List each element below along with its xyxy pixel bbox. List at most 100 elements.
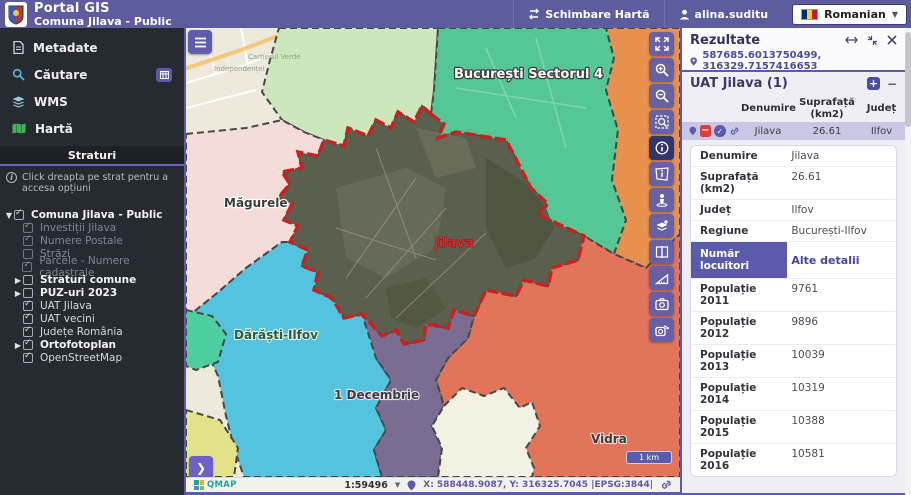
map-canvas[interactable]: Cartierul Verde Independenței București … (186, 28, 680, 480)
remove-feature-icon[interactable]: − (699, 125, 712, 137)
hint-text: Click dreapta pe strat pentru a accesa o… (22, 172, 169, 195)
select-feature-icon[interactable]: ✓ (714, 125, 726, 137)
user-icon (679, 9, 689, 19)
caret-right-icon[interactable]: ▶ (14, 340, 22, 350)
panel-scrollbar[interactable] (905, 28, 911, 495)
collapse-section-button[interactable]: − (886, 76, 897, 91)
sidebar: Metadate Căutare WMS Hartă Straturi i Cl… (0, 28, 186, 495)
measure-button[interactable] (649, 266, 674, 290)
cell-judet: Ilfov (870, 125, 893, 137)
sidebar-item-wms[interactable]: WMS (0, 88, 184, 115)
sidebar-item-cautare[interactable]: Căutare (0, 61, 184, 88)
change-map-button[interactable]: Schimbare Hartă (513, 0, 663, 28)
cell-denumire: Jilava (754, 125, 782, 137)
tree-item-judete-romania[interactable]: Județe România (0, 325, 184, 339)
share-link-icon[interactable] (660, 479, 672, 491)
alte-detalii-link[interactable]: Alte detalii (791, 253, 860, 267)
cursor-coordinates: X: 588448.9087, Y: 316325.7045 |EPSG:384… (423, 480, 653, 490)
column-header: Suprafață (km2) (799, 97, 855, 120)
checkbox[interactable] (22, 260, 33, 273)
tree-item-label: Ortofotoplan (40, 339, 117, 352)
feature-details-card: Denumire Jilava Suprafață (km2) 26.61 Jude… (690, 145, 897, 477)
swipe-button[interactable] (649, 240, 674, 264)
checkbox[interactable] (23, 351, 33, 364)
collapse-panel-icon[interactable] (867, 35, 878, 46)
page-subtitle: Comuna Jilava - Public (34, 15, 172, 28)
results-header: Rezultate (682, 28, 905, 52)
tree-item-openstreetmap[interactable]: OpenStreetMap (0, 351, 184, 365)
tree-item-strazi[interactable]: Străzi (0, 248, 184, 261)
tree-item-label: Parcele - Numere cadastrale (39, 255, 130, 280)
tree-item-parcele[interactable]: Parcele - Numere cadastrale (0, 255, 184, 279)
romania-flag-icon (801, 8, 819, 20)
checkbox[interactable] (23, 312, 33, 325)
checkbox[interactable] (23, 234, 33, 247)
detail-value: București-Ilfov (791, 225, 867, 237)
population-label: Populație 2012 (700, 316, 757, 340)
scrollbar-thumb[interactable] (905, 32, 911, 127)
search-builder-icon[interactable] (156, 67, 172, 82)
tree-item-uat-vecini[interactable]: UAT vecini (0, 312, 184, 326)
zoom-in-button[interactable] (649, 58, 674, 82)
feature-info-button[interactable] (649, 162, 674, 186)
checkbox[interactable] (23, 221, 33, 234)
fullscreen-button[interactable] (649, 32, 674, 56)
table-row[interactable]: − ✓ Jilava 26.61 Ilfov (682, 122, 905, 140)
tree-item-label: Straturi comune (40, 274, 137, 287)
checkbox[interactable] (23, 299, 33, 312)
jilava-boundary (275, 103, 587, 346)
numar-locuitori-button[interactable]: Număr locuitori (691, 242, 788, 278)
export-image-button[interactable] (649, 318, 674, 342)
street-view-button[interactable] (649, 188, 674, 212)
scale-dropdown-caret[interactable]: ▼ (394, 481, 401, 489)
tree-item-label: OpenStreetMap (40, 352, 123, 365)
sidebar-item-metadate[interactable]: Metadate (0, 34, 184, 61)
map-label-darasti: Dărăști-Ilfov (234, 328, 318, 342)
population-label: Populație 2011 (700, 283, 757, 307)
tree-item-numere-postale[interactable]: Numere Postale (0, 234, 184, 248)
sidebar-item-harta[interactable]: Hartă (0, 115, 184, 142)
tree-item-puz-2023[interactable]: ▶ PUZ-uri 2023 (0, 287, 184, 300)
map-menu-button[interactable] (188, 30, 212, 54)
population-value: 9896 (791, 316, 819, 328)
sidebar-item-label: Metadate (33, 40, 98, 55)
caret-down-icon[interactable]: ▼ (5, 210, 13, 220)
tree-item-ortofotoplan[interactable]: ▶ Ortofotoplan (0, 338, 184, 352)
add-layer-button[interactable] (649, 214, 674, 238)
checkbox[interactable] (23, 249, 33, 260)
qmap-logo[interactable]: QMAP (194, 480, 237, 490)
section-title: UAT Jilava (1) (690, 76, 788, 91)
checkbox[interactable] (23, 325, 33, 338)
checkbox[interactable] (23, 338, 33, 351)
identify-button[interactable] (649, 136, 674, 160)
layers-hint: i Click dreapta pe strat pentru a accesa… (0, 166, 184, 199)
language-selector[interactable]: Romanian ▼ (792, 3, 907, 25)
feature-link-icon[interactable] (729, 126, 739, 137)
tree-item-investitii[interactable]: Investiții Jilava (0, 221, 184, 235)
zoom-to-feature-icon[interactable] (689, 126, 697, 136)
screenshot-button[interactable] (649, 292, 674, 316)
tree-item-label: PUZ-uri 2023 (40, 287, 118, 300)
zoom-extent-button[interactable] (649, 110, 674, 134)
hamburger-icon (194, 37, 206, 47)
scale-value[interactable]: 1:59496 (344, 479, 388, 491)
expand-panel-button[interactable]: ❯ (189, 456, 213, 480)
tree-item-uat-jilava[interactable]: UAT Jilava (0, 299, 184, 313)
caret-right-icon[interactable]: ▶ (14, 275, 22, 285)
tree-item-label: UAT Jilava (40, 300, 92, 313)
checkbox[interactable] (23, 288, 33, 299)
resize-panel-icon[interactable] (845, 35, 858, 45)
tree-item-straturi-comune[interactable]: ▶ Straturi comune (0, 274, 184, 287)
checkbox[interactable] (23, 275, 33, 286)
add-to-selection-button[interactable]: + (866, 77, 880, 90)
document-icon (13, 41, 24, 54)
detail-value: Ilfov (791, 204, 814, 216)
checkbox[interactable] (14, 208, 24, 221)
tree-item-comuna-jilava[interactable]: ▼ Comuna Jilava - Public (0, 208, 184, 222)
user-menu[interactable]: alina.suditu (663, 0, 783, 28)
zoom-out-button[interactable] (649, 84, 674, 108)
section-uat-jilava: UAT Jilava (1) + − Denumire Suprafață (k… (682, 72, 905, 477)
close-icon[interactable] (887, 35, 897, 45)
tab-straturi[interactable]: Straturi (0, 146, 184, 166)
caret-right-icon[interactable]: ▶ (14, 288, 22, 298)
